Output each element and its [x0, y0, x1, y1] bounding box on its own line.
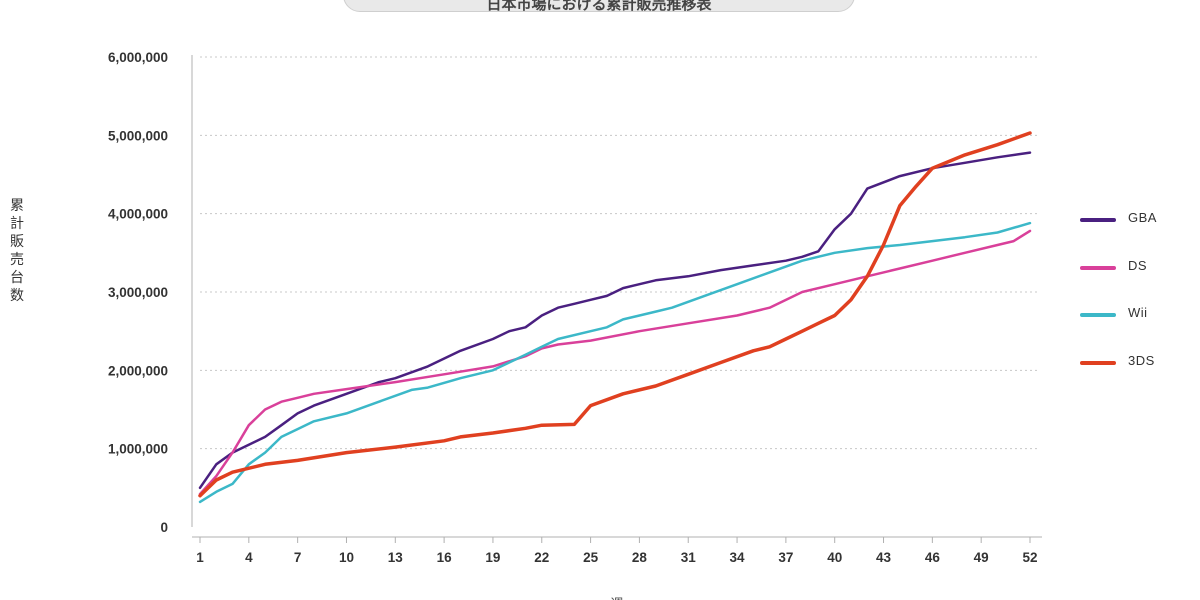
x-tick-label: 49 [974, 550, 989, 565]
y-axis-label-char: 数 [10, 287, 24, 303]
y-tick-label: 3,000,000 [108, 285, 168, 300]
y-axis-label-char: 累 [10, 197, 24, 213]
x-tick-label: 4 [245, 550, 253, 565]
y-tick-label: 5,000,000 [108, 128, 168, 143]
series-line-3ds [198, 131, 1032, 498]
x-axis-label: 週 [610, 596, 623, 600]
y-axis-label-char: 販 [10, 233, 24, 249]
legend-item: DS [1080, 258, 1157, 306]
legend-swatch [1080, 313, 1116, 317]
legend-item: 3DS [1080, 353, 1157, 401]
series-line-wii [198, 221, 1032, 504]
x-tick-label: 16 [437, 550, 453, 565]
x-tick-label: 10 [339, 550, 354, 565]
legend-label: Wii [1128, 305, 1148, 320]
y-tick-label: 0 [160, 520, 168, 535]
x-tick-label: 1 [196, 550, 204, 565]
legend: GBA DS Wii 3DS [1080, 210, 1157, 400]
y-tick-label: 1,000,000 [108, 442, 168, 457]
x-tick-label: 13 [388, 550, 404, 565]
x-tick-label: 40 [827, 550, 842, 565]
x-tick-label: 34 [730, 550, 746, 565]
x-tick-label: 19 [485, 550, 500, 565]
x-tick-label: 25 [583, 550, 599, 565]
legend-swatch [1080, 360, 1116, 365]
x-tick-label: 22 [534, 550, 549, 565]
x-tick-label: 28 [632, 550, 648, 565]
series-line-gba [198, 151, 1032, 490]
x-tick-label: 31 [681, 550, 697, 565]
y-axis-label-char: 売 [10, 251, 24, 267]
y-tick-label: 2,000,000 [108, 363, 168, 378]
y-tick-label: 4,000,000 [108, 207, 168, 222]
series-line-ds [198, 229, 1032, 496]
x-tick-label: 52 [1022, 550, 1037, 565]
x-tick-label: 46 [925, 550, 941, 565]
y-axis-label-char: 計 [10, 215, 24, 231]
legend-swatch [1080, 265, 1116, 270]
legend-label: GBA [1128, 210, 1157, 225]
legend-item: GBA [1080, 210, 1157, 258]
y-tick-label: 6,000,000 [108, 50, 168, 65]
x-tick-label: 37 [778, 550, 793, 565]
y-axis-label: 累計販売台数 [6, 196, 28, 304]
y-axis-label-char: 台 [10, 269, 24, 285]
x-tick-label: 7 [294, 550, 302, 565]
legend-swatch [1080, 218, 1116, 222]
chart-title: 日本市場における累計販売推移表 [343, 0, 855, 13]
legend-item: Wii [1080, 305, 1157, 353]
legend-label: DS [1128, 257, 1148, 273]
legend-label: 3DS [1128, 352, 1155, 368]
x-tick-label: 43 [876, 550, 892, 565]
